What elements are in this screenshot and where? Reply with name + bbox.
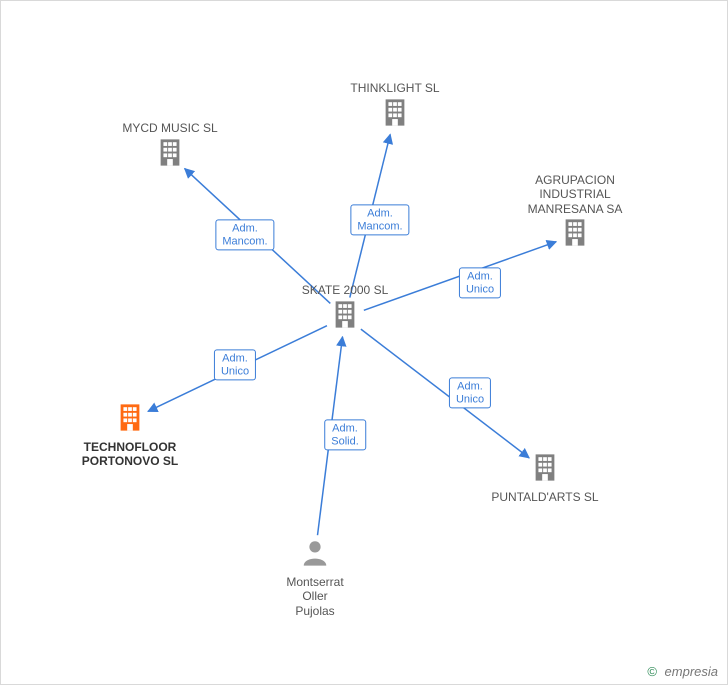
edge-label: Adm. Solid. bbox=[324, 419, 366, 450]
edge-label: Adm. Mancom. bbox=[215, 219, 274, 250]
edge-label: Adm. Unico bbox=[449, 377, 491, 408]
building-icon[interactable] bbox=[155, 138, 185, 173]
building-icon[interactable] bbox=[115, 403, 145, 438]
edge-label: Adm. Unico bbox=[459, 267, 501, 298]
edge-line bbox=[361, 329, 529, 458]
copyright-text: empresia bbox=[665, 664, 718, 679]
building-icon[interactable] bbox=[380, 98, 410, 133]
building-icon[interactable] bbox=[560, 218, 590, 253]
node-label[interactable]: TECHNOFLOOR PORTONOVO SL bbox=[82, 440, 178, 469]
edge-label: Adm. Unico bbox=[214, 349, 256, 380]
node-label[interactable]: MYCD MUSIC SL bbox=[122, 121, 217, 135]
node-label[interactable]: SKATE 2000 SL bbox=[302, 283, 389, 297]
node-label[interactable]: AGRUPACION INDUSTRIAL MANRESANA SA bbox=[528, 173, 623, 216]
edge-label: Adm. Mancom. bbox=[350, 204, 409, 235]
copyright: © empresia bbox=[647, 664, 718, 679]
node-label[interactable]: THINKLIGHT SL bbox=[350, 81, 439, 95]
node-label[interactable]: Montserrat Oller Pujolas bbox=[286, 575, 343, 618]
building-icon[interactable] bbox=[530, 453, 560, 488]
building-icon[interactable] bbox=[330, 300, 360, 335]
person-icon[interactable] bbox=[300, 538, 330, 573]
diagram-canvas bbox=[0, 0, 728, 685]
copyright-symbol: © bbox=[647, 664, 657, 679]
node-label[interactable]: PUNTALD'ARTS SL bbox=[491, 490, 598, 504]
